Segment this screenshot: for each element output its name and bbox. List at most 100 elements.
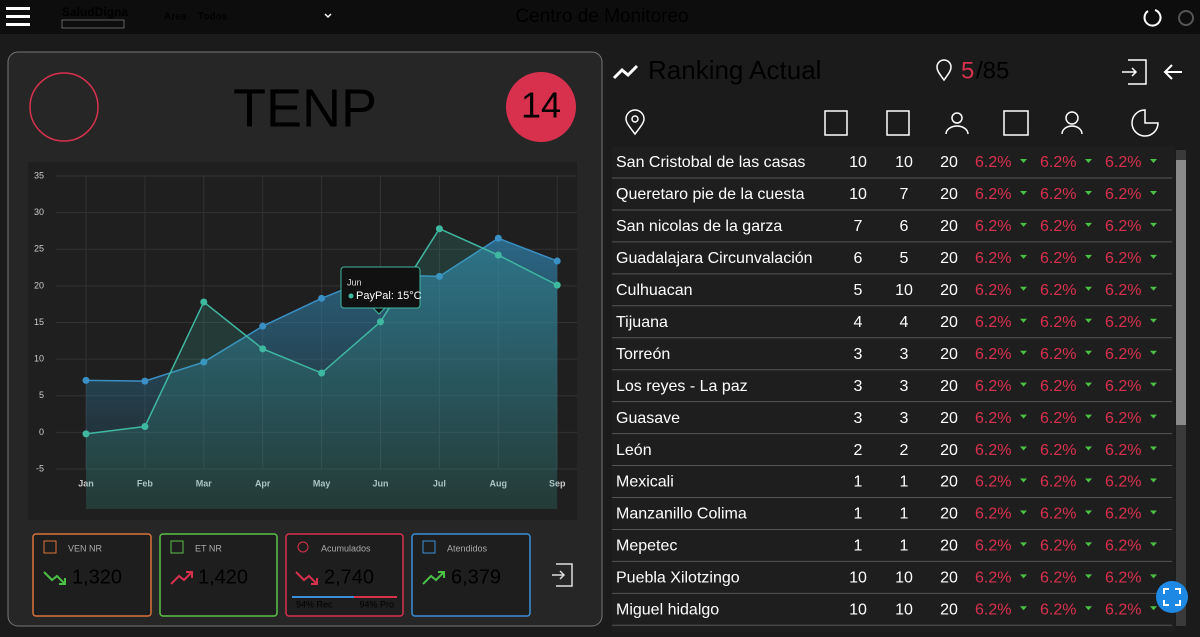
ranking-position: 5 [961, 57, 974, 84]
cell-number: 2 [900, 442, 909, 459]
menu-button[interactable] [6, 7, 30, 26]
y-tick-label: -5 [36, 463, 44, 473]
cell-percent: 6.2% [1040, 346, 1076, 363]
cell-name: Los reyes - La paz [616, 378, 748, 395]
trend-arrow [1020, 542, 1027, 547]
cell-percent: 6.2% [1040, 154, 1076, 171]
cell-percent: 6.2% [975, 378, 1011, 395]
point [82, 376, 90, 384]
area-value[interactable]: Todos [198, 12, 228, 23]
trend-arrow [1085, 190, 1092, 195]
cell-name: Puebla Xilotzingo [616, 570, 740, 587]
tooltip: Jun PayPal: 15°C [340, 266, 422, 315]
cell-percent: 6.2% [1105, 218, 1141, 235]
trend-arrow [1020, 190, 1027, 195]
point [494, 251, 502, 259]
ranking-total: /85 [976, 57, 1009, 84]
trend-arrow [1085, 222, 1092, 227]
trend-arrow [1150, 574, 1157, 579]
cell-percent: 6.2% [1040, 410, 1076, 427]
trend-arrow [1020, 318, 1027, 323]
cell-number: 7 [900, 186, 909, 203]
cell-name: Miguel hidalgo [616, 602, 719, 619]
trend-arrow [1085, 542, 1092, 547]
location-icon [936, 59, 952, 82]
point [435, 272, 443, 280]
card-value: 1,420 [198, 566, 248, 588]
cell-number: 20 [940, 442, 958, 459]
fullscreen-button[interactable] [1156, 581, 1188, 613]
trend-arrow [1085, 478, 1092, 483]
trend-arrow [1085, 350, 1092, 355]
card: Atendidos 6,379 [411, 533, 531, 617]
trend-arrow [1150, 446, 1157, 451]
export[interactable] [1122, 59, 1147, 85]
badge [506, 72, 576, 142]
x-tick-label: Sep [549, 478, 566, 488]
scrollbar-thumb[interactable] [1176, 160, 1186, 425]
settings[interactable] [1178, 10, 1194, 26]
cell-percent: 6.2% [1105, 282, 1141, 299]
cell-name: Culhuacan [616, 282, 693, 299]
cell-number: 20 [940, 314, 958, 331]
tooltip-text: PayPal: 15°C [356, 290, 422, 302]
tooltip-title: Jun [347, 277, 362, 287]
cell-number: 10 [895, 282, 913, 299]
cell-percent: 6.2% [1040, 474, 1076, 491]
cell-number: 20 [940, 570, 958, 587]
cell-percent: 6.2% [975, 186, 1011, 203]
cell-percent: 6.2% [975, 410, 1011, 427]
card-value: 6,379 [451, 566, 501, 588]
dropdown[interactable] [324, 13, 332, 19]
topbar [0, 0, 1200, 34]
trend-arrow [1085, 510, 1092, 515]
trend-arrow [1150, 542, 1157, 547]
cell-number: 20 [940, 378, 958, 395]
cell-percent: 6.2% [975, 474, 1011, 491]
back[interactable] [1163, 64, 1182, 80]
badge-text: 14 [521, 85, 561, 126]
cell-percent: 6.2% [1105, 538, 1141, 555]
point [141, 377, 149, 385]
cell-name: Guadalajara Circunvalación [616, 250, 813, 267]
trend-arrow [1020, 446, 1027, 451]
trend-arrow [1020, 159, 1027, 163]
trend-arrow [1150, 478, 1157, 483]
cell-percent: 6.2% [975, 506, 1011, 523]
y-tick-label: 15 [34, 317, 44, 327]
cell-number: 1 [854, 474, 863, 491]
point [435, 225, 443, 233]
point [82, 430, 90, 438]
trend-arrow [1150, 606, 1157, 611]
cell-name: Tijuana [616, 314, 668, 331]
trend-arrow [1020, 222, 1027, 227]
cell-percent: 6.2% [1105, 570, 1141, 587]
cell-number: 20 [940, 474, 958, 491]
cell-percent: 6.2% [1040, 506, 1076, 523]
cell-percent: 6.2% [1040, 602, 1076, 619]
status-circle [29, 72, 99, 142]
trend-arrow [1150, 350, 1157, 355]
card-value: 2,740 [324, 566, 374, 588]
y-tick-label: 10 [34, 354, 44, 364]
card-label: Acumulados [321, 543, 371, 553]
export[interactable] [552, 563, 573, 587]
cell-number: 1 [854, 506, 863, 523]
cell-percent: 6.2% [975, 442, 1011, 459]
column-icons [625, 109, 1159, 137]
page-title: Centro de Monitoreo [515, 6, 688, 27]
cell-number: 20 [940, 506, 958, 523]
trend-arrow [1150, 159, 1157, 163]
trend-arrow [1150, 382, 1157, 387]
ranking-icon [612, 64, 639, 80]
logo: SaludDigna [62, 5, 128, 19]
cell-percent: 6.2% [1105, 314, 1141, 331]
cell-percent: 6.2% [1040, 378, 1076, 395]
cell-number: 20 [940, 538, 958, 555]
cell-percent: 6.2% [975, 602, 1011, 619]
cell-number: 3 [900, 410, 909, 427]
refresh[interactable] [1143, 9, 1162, 27]
cell-percent: 6.2% [1105, 506, 1141, 523]
bar-label: 94% Rec [296, 599, 333, 609]
